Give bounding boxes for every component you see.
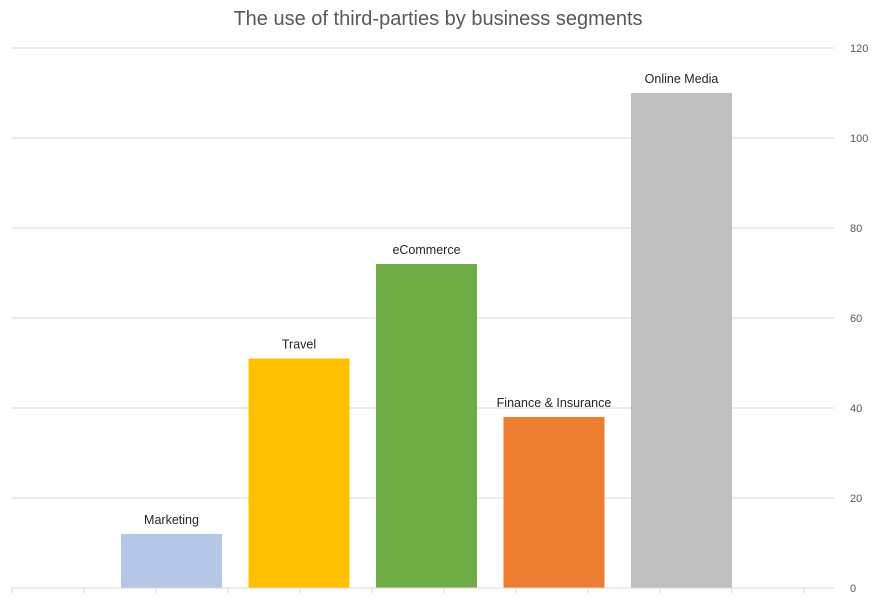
bar-ecommerce (376, 264, 477, 588)
bar-marketing (121, 534, 222, 588)
chart-title: The use of third-parties by business seg… (233, 8, 642, 30)
y-tick-label: 20 (850, 493, 862, 505)
data-label: eCommerce (392, 243, 460, 257)
y-tick-label: 120 (850, 43, 868, 55)
y-tick-label: 60 (850, 313, 862, 325)
data-label: Travel (282, 338, 316, 352)
bar-finance-insurance (503, 417, 605, 588)
y-tick-label: 80 (850, 223, 862, 235)
data-label: Marketing (144, 513, 199, 527)
bar-online-media (631, 93, 732, 588)
data-label: Online Media (645, 72, 719, 86)
data-labels: Marketing Travel eCommerce Finance & Insura… (144, 72, 718, 527)
x-axis-tick-marks (11, 588, 805, 593)
data-label: Finance & Insurance (497, 396, 612, 410)
y-tick-label: 40 (850, 403, 862, 415)
bars (121, 93, 732, 588)
bar-travel (248, 358, 350, 588)
y-axis-ticks: 0 20 40 60 80 100 120 (850, 43, 868, 595)
y-tick-label: 0 (850, 583, 856, 595)
y-tick-label: 100 (850, 133, 868, 145)
